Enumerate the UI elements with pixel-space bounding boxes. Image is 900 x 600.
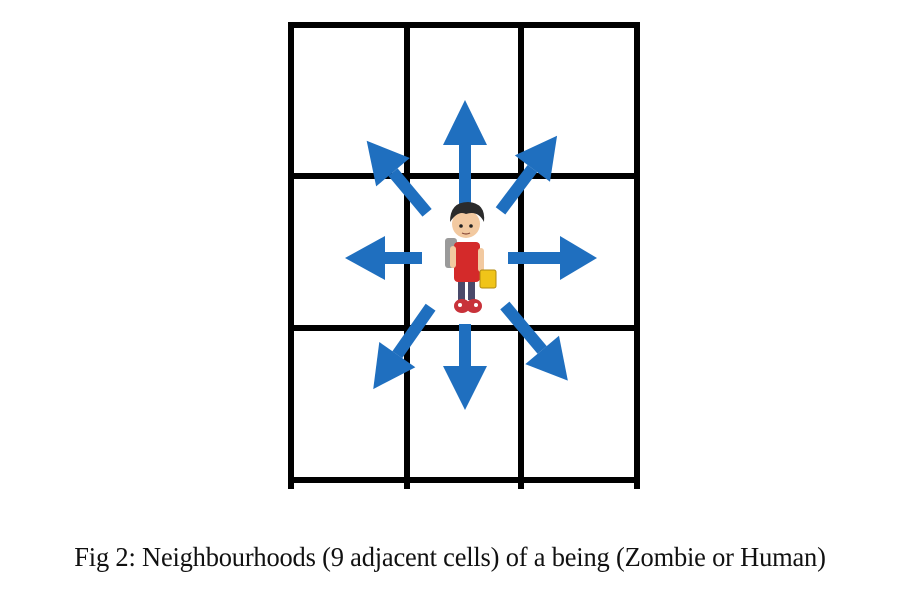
arrow-west xyxy=(345,236,422,280)
figure-caption: Fig 2: Neighbourhoods (9 adjacent cells)… xyxy=(74,542,826,572)
arrow-north xyxy=(443,100,487,205)
arrow-south xyxy=(443,324,487,410)
arrow-east xyxy=(508,236,597,280)
arrow-north-west xyxy=(366,140,432,217)
arrow-south-west xyxy=(373,303,436,390)
arrows xyxy=(345,100,597,410)
arrow-south-east xyxy=(500,301,568,381)
arrow-north-east xyxy=(495,135,558,215)
human-character-icon xyxy=(445,202,497,313)
